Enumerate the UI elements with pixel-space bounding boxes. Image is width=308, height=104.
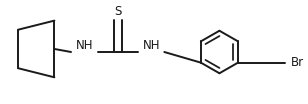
Text: S: S [114,5,122,18]
Text: NH: NH [76,39,93,52]
Text: NH: NH [143,39,160,52]
Text: Br: Br [291,56,304,69]
